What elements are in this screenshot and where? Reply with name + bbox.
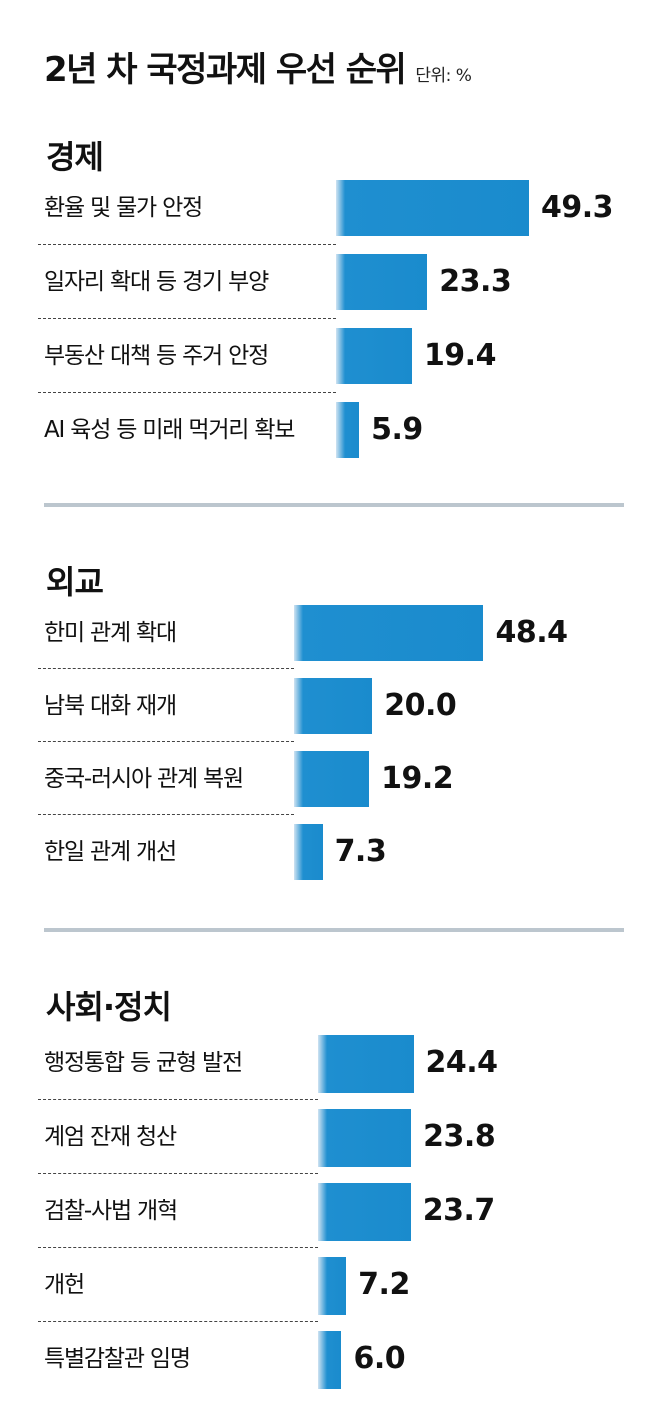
data-label: 6.0 <box>353 1341 406 1376</box>
section-title: 외교 <box>46 563 104 601</box>
bar <box>336 328 412 384</box>
data-label: 7.3 <box>334 834 387 869</box>
bar <box>294 824 323 880</box>
bar <box>318 1257 347 1315</box>
data-label: 24.4 <box>425 1045 499 1080</box>
data-label: 5.9 <box>371 412 423 447</box>
row-separator <box>38 1099 318 1100</box>
bar <box>336 402 360 458</box>
row-separator <box>38 814 294 815</box>
data-label: 19.2 <box>381 761 454 796</box>
bar <box>294 678 373 734</box>
category-label: 남북 대화 재개 <box>44 693 177 719</box>
category-label: 중국-러시아 관계 복원 <box>44 766 244 792</box>
data-label: 19.4 <box>423 338 497 373</box>
bar <box>318 1183 411 1241</box>
data-label: 23.3 <box>439 264 512 299</box>
row-separator <box>38 1247 318 1248</box>
category-label: 검찰-사법 개혁 <box>44 1198 178 1224</box>
row-separator <box>38 244 336 245</box>
bar <box>294 605 484 661</box>
category-label: 부동산 대책 등 주거 안정 <box>44 343 269 369</box>
section-title: 사회·정치 <box>46 988 172 1026</box>
data-label: 48.4 <box>495 615 568 650</box>
category-label: 계엄 잔재 청산 <box>44 1124 177 1150</box>
row-separator <box>38 318 336 319</box>
section-title: 경제 <box>46 138 104 176</box>
data-label: 20.0 <box>384 688 457 723</box>
data-label: 23.7 <box>422 1193 496 1228</box>
category-label: 일자리 확대 등 경기 부양 <box>44 269 269 295</box>
bar <box>318 1109 412 1167</box>
section-divider <box>44 928 624 932</box>
bar <box>318 1035 414 1093</box>
data-label: 49.3 <box>541 190 614 225</box>
data-label: 7.2 <box>358 1267 410 1302</box>
category-label: 환율 및 물가 안정 <box>44 195 203 221</box>
bar <box>336 254 428 310</box>
row-separator <box>38 392 336 393</box>
row-separator <box>38 1173 318 1174</box>
bar <box>336 180 529 236</box>
section-divider <box>44 503 624 507</box>
category-label: 특별감찰관 임명 <box>44 1346 191 1372</box>
row-separator <box>38 741 294 742</box>
chart-title-row: 2년 차 국정과제 우선 순위 단위: % <box>44 42 472 91</box>
row-separator <box>38 1321 318 1322</box>
bar <box>318 1331 342 1389</box>
category-label: 개헌 <box>44 1272 85 1298</box>
row-separator <box>38 668 294 669</box>
category-label: 행정통합 등 균형 발전 <box>44 1050 243 1076</box>
unit-label: 단위: % <box>415 66 472 86</box>
chart-title: 2년 차 국정과제 우선 순위 <box>44 50 407 90</box>
category-label: 한미 관계 확대 <box>44 620 177 646</box>
bar <box>294 751 370 807</box>
data-label: 23.8 <box>423 1119 496 1154</box>
category-label: 한일 관계 개선 <box>44 839 177 865</box>
category-label: AI 육성 등 미래 먹거리 확보 <box>44 417 295 443</box>
